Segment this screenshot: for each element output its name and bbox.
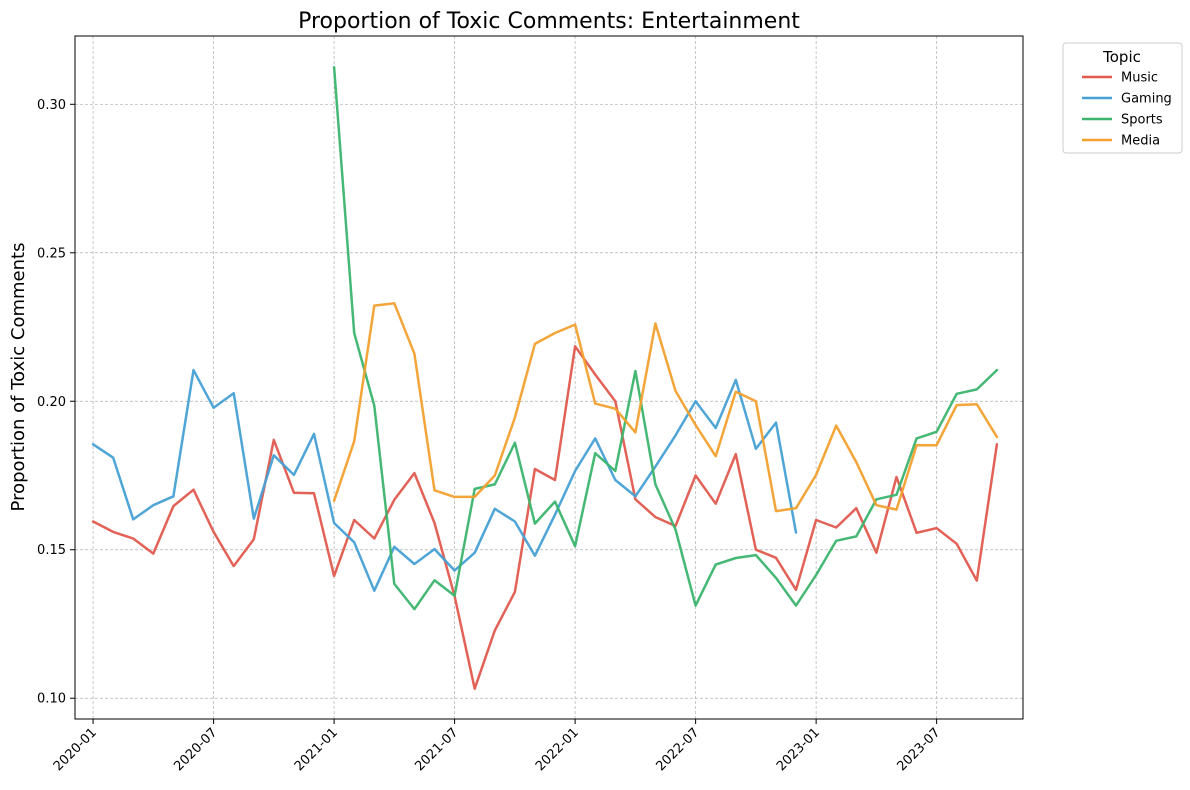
grid-layer xyxy=(75,36,1023,719)
legend-label-media: Media xyxy=(1121,134,1160,149)
y-tick-label: 0.15 xyxy=(37,543,66,558)
series-line-media xyxy=(332,302,999,513)
legend-label-music: Music xyxy=(1121,71,1158,86)
series-line-sports xyxy=(332,65,999,611)
y-tick-label: 0.20 xyxy=(37,395,66,410)
series-layer xyxy=(91,65,999,690)
series-line-gaming xyxy=(91,368,798,592)
plot-frame xyxy=(74,35,1024,720)
series-line-music xyxy=(91,345,999,690)
legend-label-sports: Sports xyxy=(1121,113,1163,128)
y-tick-label: 0.30 xyxy=(37,98,66,113)
y-tick-label: 0.10 xyxy=(37,692,66,707)
y-axis-label: Proportion of Toxic Comments xyxy=(8,243,29,512)
legend-title: Topic xyxy=(1102,48,1141,66)
chart-title: Proportion of Toxic Comments: Entertainm… xyxy=(298,9,800,34)
legend-items: Music Gaming Sports Media xyxy=(1082,71,1172,149)
y-tick-label: 0.25 xyxy=(37,246,66,261)
legend-label-gaming: Gaming xyxy=(1121,92,1172,107)
legend: Topic Music Gaming Sports Media xyxy=(1062,42,1183,154)
legend-frame xyxy=(1062,42,1183,154)
